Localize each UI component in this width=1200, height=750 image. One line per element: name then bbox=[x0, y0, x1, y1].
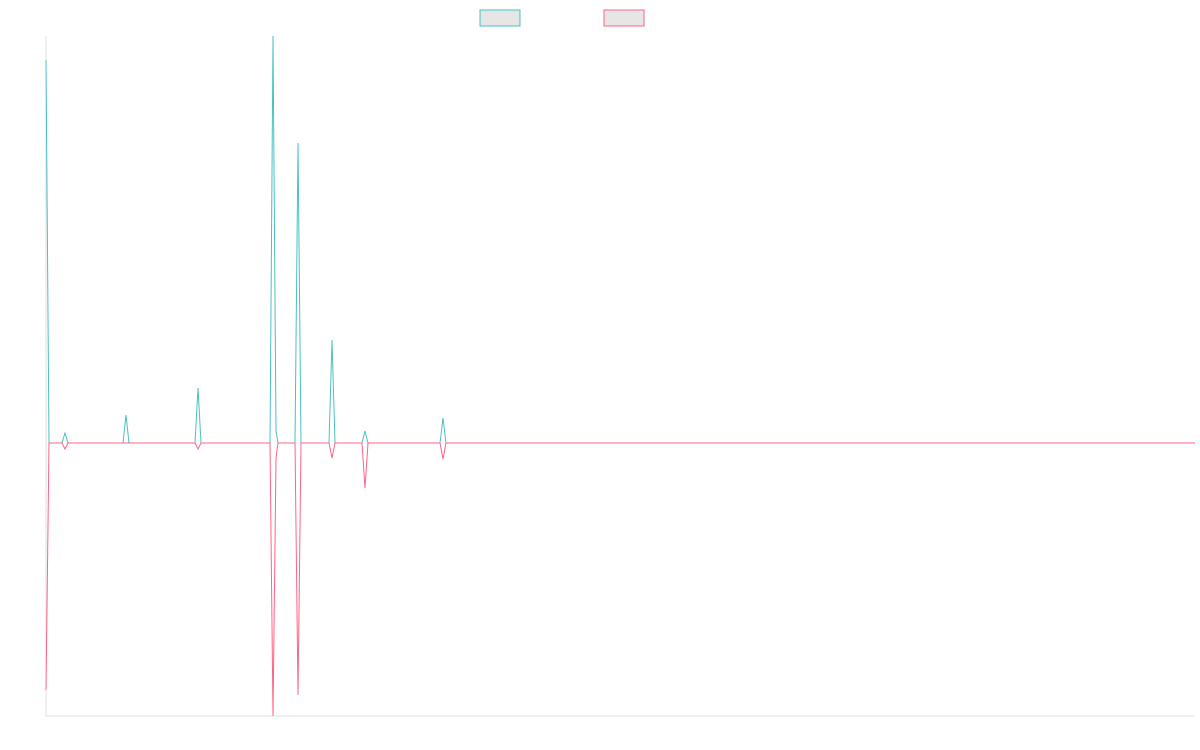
legend-swatch bbox=[479, 9, 521, 27]
legend-swatch bbox=[603, 9, 645, 27]
line-series bbox=[45, 442, 1195, 717]
line-series bbox=[45, 35, 1195, 444]
